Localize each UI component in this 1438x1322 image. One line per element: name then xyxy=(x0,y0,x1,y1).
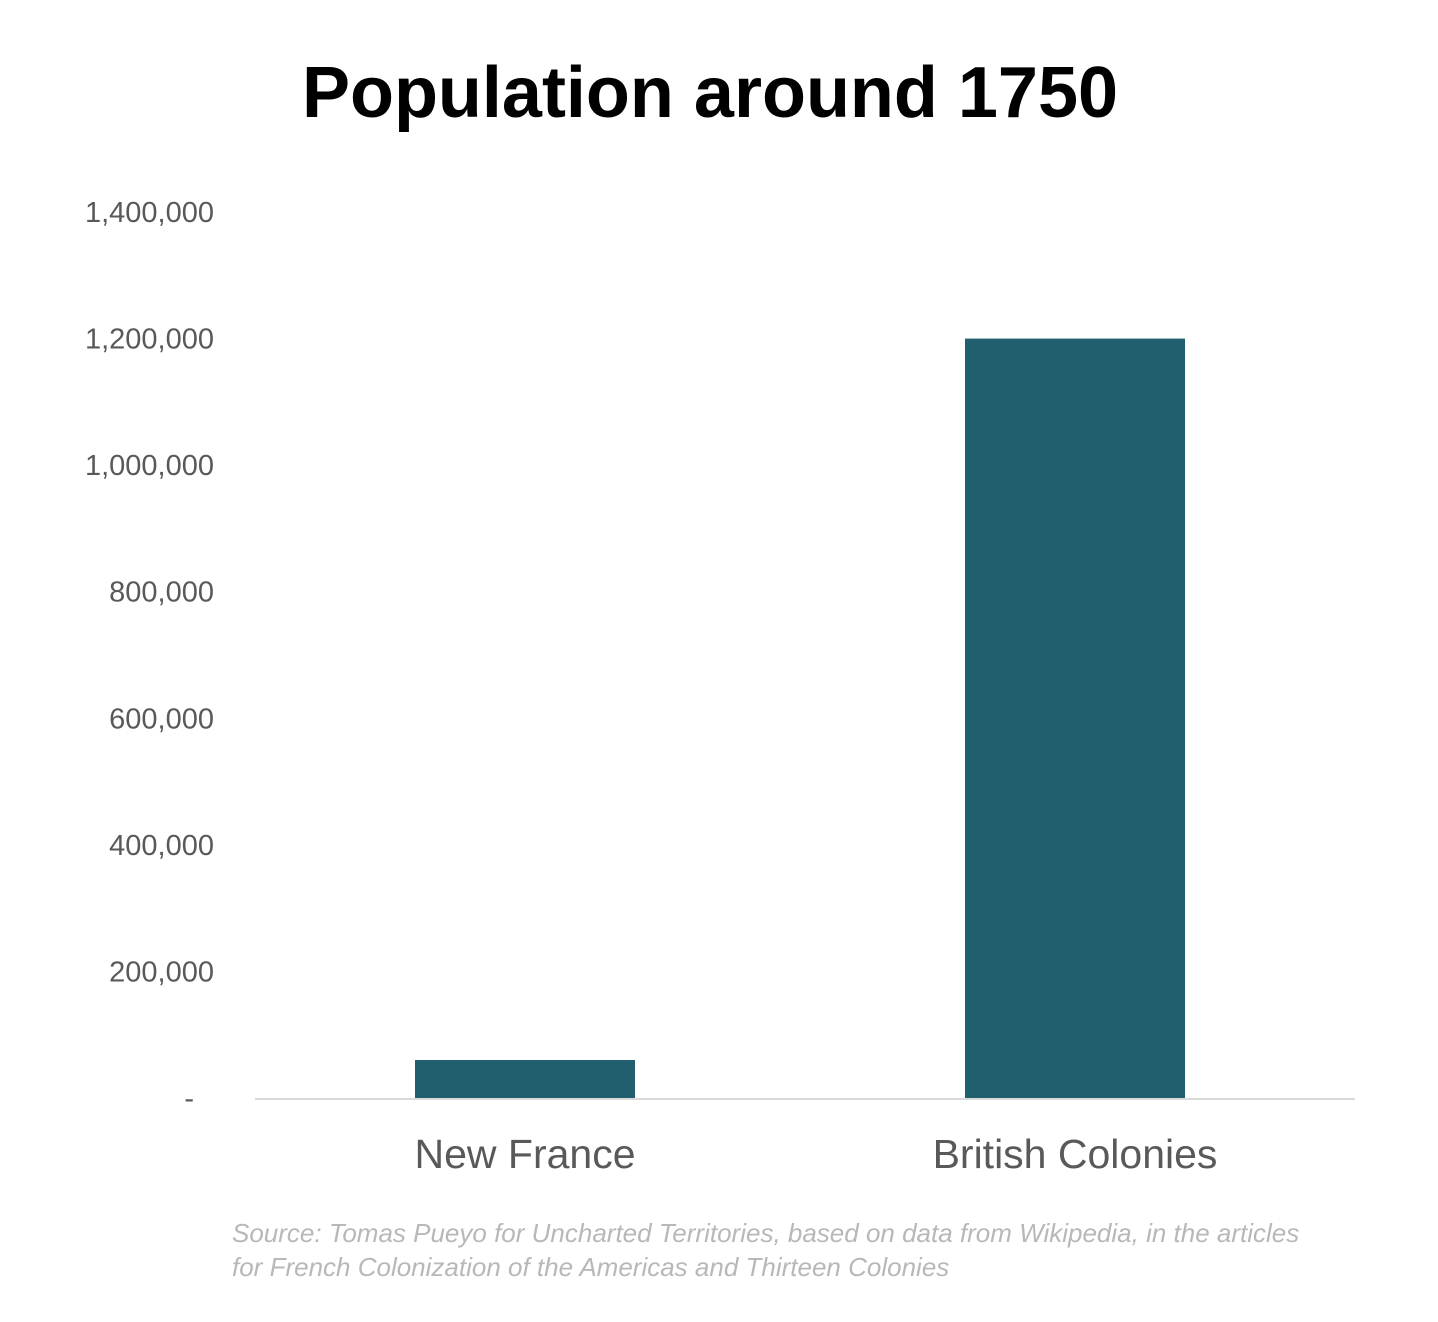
x-axis: New France British Colonies xyxy=(414,1131,1217,1177)
y-tick-label: 400,000 xyxy=(109,830,214,862)
bar xyxy=(965,338,1185,1099)
y-tick-label: 1,000,000 xyxy=(85,450,214,482)
y-tick-label: 800,000 xyxy=(109,577,214,609)
y-tick-label: 1,200,000 xyxy=(85,324,214,356)
y-tick-label: 600,000 xyxy=(109,703,214,735)
source-note: Source: Tomas Pueyo for Uncharted Territ… xyxy=(232,1218,1300,1282)
y-tick-label: - xyxy=(184,1083,194,1115)
bar xyxy=(415,1060,635,1098)
x-tick-label: British Colonies xyxy=(933,1131,1218,1177)
chart-title: Population around 1750 xyxy=(301,53,1119,133)
y-axis: - 200,000 400,000 600,000 800,000 1,000,000 1,… xyxy=(85,197,214,1115)
y-tick-label: 1,400,000 xyxy=(85,197,214,229)
x-tick-label: New France xyxy=(414,1131,635,1177)
y-tick-label: 200,000 xyxy=(109,956,214,988)
bars xyxy=(415,338,1185,1099)
